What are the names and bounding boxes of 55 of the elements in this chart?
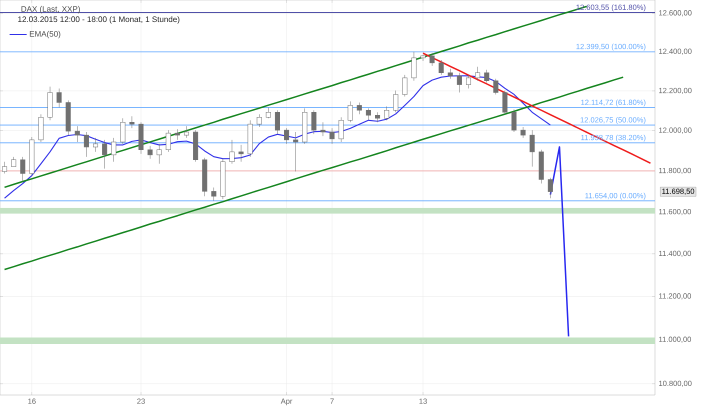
candlestick bbox=[484, 69, 490, 83]
candlestick bbox=[120, 118, 126, 144]
candlestick bbox=[475, 66, 480, 81]
candlestick bbox=[211, 187, 216, 202]
candlestick bbox=[348, 101, 353, 123]
text: DAX (Last, XXP) bbox=[22, 6, 80, 14]
candlestick bbox=[174, 128, 180, 140]
candlestick bbox=[530, 130, 535, 167]
candlestick bbox=[356, 102, 362, 115]
candlestick bbox=[466, 74, 472, 89]
candlestick bbox=[311, 110, 316, 134]
candlestick bbox=[520, 126, 526, 138]
candlestick bbox=[38, 114, 44, 142]
candlestick bbox=[330, 128, 335, 144]
candlestick bbox=[93, 138, 98, 152]
candlestick bbox=[111, 138, 116, 162]
candlestick bbox=[74, 126, 80, 142]
candlestick bbox=[184, 126, 190, 138]
candlestick bbox=[338, 117, 344, 142]
candlestick bbox=[548, 177, 553, 198]
text: 12.03.2015 12:00 - 18:00 (1 Monat, 1 Stunde) bbox=[18, 16, 180, 24]
candlestick bbox=[84, 132, 89, 158]
legend-label: EMA(50) bbox=[30, 30, 60, 38]
candlestick bbox=[293, 132, 298, 172]
candlestick bbox=[502, 90, 508, 115]
line-series bbox=[422, 52, 652, 164]
candlestick bbox=[448, 68, 453, 80]
candlestick bbox=[20, 156, 26, 182]
candlestick bbox=[2, 162, 8, 174]
candlestick bbox=[256, 114, 262, 128]
candlestick bbox=[320, 122, 326, 136]
candlestick bbox=[102, 140, 108, 169]
candlestick bbox=[384, 106, 390, 121]
candlestick bbox=[493, 78, 498, 95]
candlestick bbox=[375, 112, 380, 123]
candlestick bbox=[266, 107, 271, 119]
candlestick bbox=[456, 72, 462, 93]
candlestick bbox=[274, 110, 280, 134]
candlestick bbox=[511, 109, 517, 132]
candlestick bbox=[393, 90, 398, 113]
candlestick bbox=[229, 140, 235, 164]
candlestick bbox=[166, 130, 171, 152]
candlestick bbox=[420, 54, 426, 62]
candlestick bbox=[238, 144, 244, 162]
candlestick bbox=[438, 60, 444, 76]
candlestick bbox=[430, 52, 435, 66]
candlestick bbox=[129, 116, 134, 128]
candlestick bbox=[284, 128, 290, 144]
candlestick bbox=[156, 144, 162, 164]
candlestick bbox=[366, 108, 371, 121]
candlestick bbox=[11, 156, 16, 167]
candlestick bbox=[411, 52, 416, 81]
candlestick bbox=[148, 146, 153, 159]
candlestick bbox=[56, 88, 62, 108]
candlestick bbox=[402, 74, 408, 97]
